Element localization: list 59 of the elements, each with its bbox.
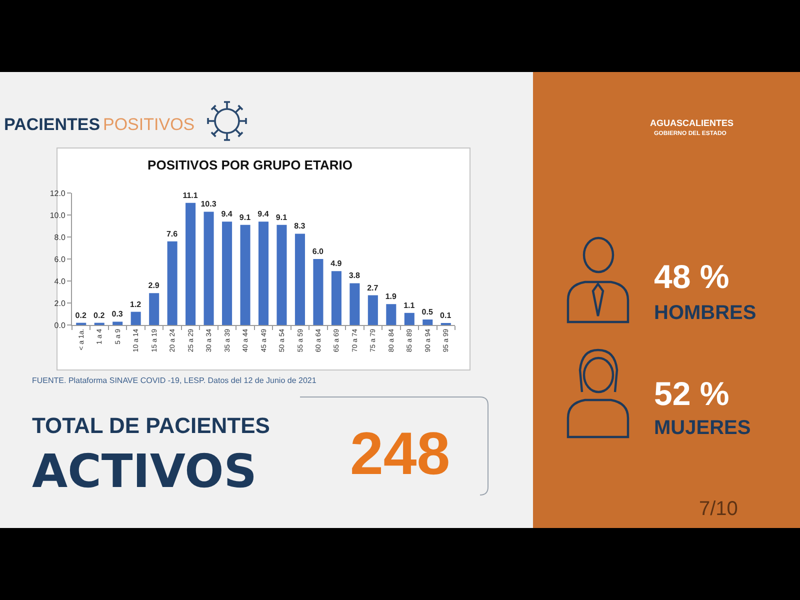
data-label: 0.5 xyxy=(422,308,434,316)
source-note: FUENTE. Plataforma SINAVE COVID -19, LESP. Datos del 12 de Junio de 2021 xyxy=(32,376,317,385)
data-label: 2.9 xyxy=(148,281,160,290)
text: 248 xyxy=(350,420,450,487)
data-label: 1.1 xyxy=(404,300,416,310)
text: POSITIVOS xyxy=(103,115,195,134)
data-label: 6.0 xyxy=(312,247,324,256)
text: TOTAL DE PACIENTES xyxy=(32,413,270,438)
text: 48 % xyxy=(654,258,730,295)
bar xyxy=(167,241,178,325)
y-tick-label: 0.0 xyxy=(54,320,66,330)
bar xyxy=(130,312,141,325)
data-label: 0.3 xyxy=(112,310,124,319)
data-label: 3.8 xyxy=(348,271,361,280)
bar xyxy=(368,295,378,325)
bar xyxy=(386,304,396,325)
bar xyxy=(186,202,196,325)
y-tick-label: 8.0 xyxy=(54,232,66,242)
data-label: 2.7 xyxy=(367,283,379,292)
y-tick-label: 4.0 xyxy=(54,276,66,286)
bar xyxy=(204,212,214,325)
y-tick-label: 10.0 xyxy=(50,210,66,220)
data-label: 9.4 xyxy=(221,210,233,219)
data-label: 0.1 xyxy=(440,311,452,320)
bar xyxy=(331,271,342,325)
text: HOMBRES xyxy=(654,302,756,324)
data-label: 1.9 xyxy=(385,292,397,302)
y-tick-label: 6.0 xyxy=(54,254,66,264)
data-label: 0.2 xyxy=(75,310,87,320)
data-label: 8.3 xyxy=(294,222,306,231)
data-label: 10.3 xyxy=(200,200,217,209)
bar xyxy=(258,222,269,325)
data-label: 0.2 xyxy=(94,310,106,320)
text: MUJERES xyxy=(654,417,751,439)
bar xyxy=(240,224,250,325)
bar xyxy=(350,283,360,325)
data-label: 1.2 xyxy=(130,300,142,309)
text: ACTIVOS xyxy=(32,444,257,498)
bar xyxy=(276,224,287,325)
y-tick-label: 12.0 xyxy=(50,188,66,198)
data-label: 9.1 xyxy=(239,212,252,222)
data-label: 7.6 xyxy=(166,229,178,238)
text: PACIENTES xyxy=(4,115,100,134)
data-label: 4.9 xyxy=(330,259,342,268)
text: AGUASCALIENTES xyxy=(650,118,734,128)
data-label: 11.1 xyxy=(182,190,198,200)
y-tick-label: 2.0 xyxy=(54,298,66,308)
bar xyxy=(222,222,232,325)
data-label: 9.1 xyxy=(276,212,288,222)
bar xyxy=(404,312,414,325)
bar xyxy=(112,322,123,325)
bar xyxy=(313,259,324,325)
bar xyxy=(294,234,305,325)
bar xyxy=(149,293,160,325)
chart-title: POSITIVOS POR GRUPO ETARIO xyxy=(148,158,352,173)
data-label: 9.4 xyxy=(258,210,270,219)
text: 52 % xyxy=(654,375,730,412)
bar xyxy=(422,320,433,325)
text: 7/10 xyxy=(699,498,738,520)
